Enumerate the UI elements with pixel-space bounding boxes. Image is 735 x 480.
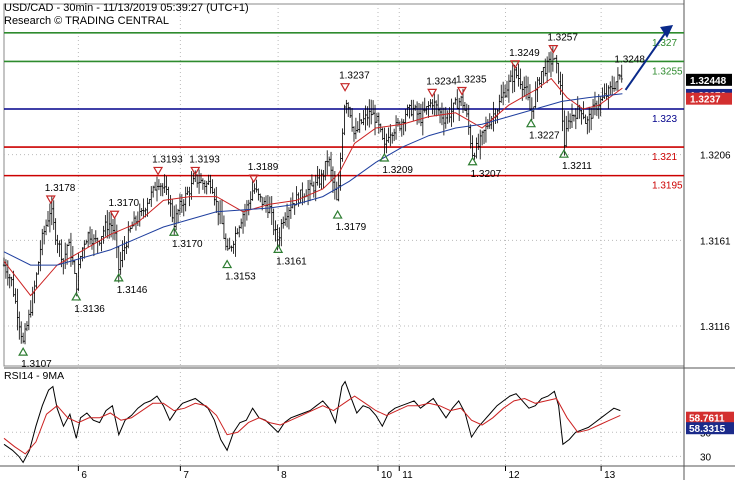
day-label-6: 6 — [81, 470, 87, 480]
price-box-last — [686, 73, 732, 86]
swing-high-label-3: 1.3170 — [109, 198, 140, 209]
level-label-pivot: 1.323 — [652, 114, 677, 125]
swing-low-label-6: 1.3170 — [172, 239, 203, 250]
rsi-value-box-1 — [686, 422, 734, 435]
swing-annotations: 1.3107 1.3178 1.3136 1.3170 1.3146 1.3193 1.31… — [18, 33, 645, 370]
swing-low-label-16: 1.3207 — [471, 169, 502, 180]
down-triangle-marker-7 — [190, 166, 201, 176]
down-triangle-marker-9 — [248, 174, 259, 184]
swing-low-label-18: 1.3227 — [529, 131, 560, 142]
swing-low-label-11: 1.3179 — [336, 222, 367, 233]
up-triangle-marker-11 — [332, 209, 343, 219]
price-box-label-level: 1.3237 — [690, 95, 721, 106]
up-triangle-marker-2 — [71, 291, 82, 301]
swing-high-label-12: 1.3237 — [339, 71, 370, 82]
swing-high-label-19: 1.3257 — [547, 33, 578, 44]
day-label-7: 7 — [183, 470, 189, 480]
up-triangle-marker-4 — [113, 272, 124, 282]
swing-low-label-8: 1.3153 — [225, 272, 256, 283]
level-label-r2: 1.327 — [652, 38, 677, 49]
rsi-line-9ma — [3, 395, 621, 455]
up-triangle-marker-16 — [467, 156, 478, 166]
swing-low-label-2: 1.3136 — [74, 304, 105, 315]
rsi-value-label-1: 58.3315 — [689, 424, 726, 435]
swing-high-label-14: 1.3234 — [426, 76, 457, 87]
rsi-value-box-0 — [686, 411, 734, 424]
price-tick-label-2: 1.3116 — [700, 322, 730, 333]
down-triangle-marker-19 — [548, 44, 559, 54]
level-label-s1: 1.321 — [652, 152, 677, 163]
down-triangle-marker-17 — [510, 60, 521, 70]
swing-low-label-20: 1.3211 — [562, 161, 592, 172]
forecast-arrow-shaft — [624, 28, 669, 91]
axes: 1.3206 1.3161 1.3116 6 7 8 10 11 12 13 — [77, 151, 731, 480]
up-triangle-marker-0 — [18, 346, 29, 356]
day-label-10: 10 — [381, 470, 393, 480]
swing-high-label-5: 1.3193 — [152, 154, 183, 165]
swing-low-label-4: 1.3146 — [117, 285, 148, 296]
day-label-12: 12 — [509, 470, 521, 480]
day-label-8: 8 — [281, 470, 287, 480]
moving-averages — [3, 77, 623, 297]
down-triangle-marker-3 — [109, 210, 120, 220]
down-triangle-marker-15 — [456, 86, 467, 96]
forecast-arrow-head — [660, 25, 674, 39]
swing-high-label-9: 1.3189 — [248, 162, 279, 173]
up-triangle-marker-10 — [273, 244, 284, 253]
level-label-r1: 1.3255 — [652, 66, 683, 77]
forecast-arrow — [624, 25, 674, 91]
swing-low-label-10: 1.3161 — [276, 256, 307, 267]
up-triangle-marker-18 — [525, 118, 537, 128]
price-panel-frame — [3, 3, 685, 367]
down-triangle-marker-12 — [340, 83, 351, 92]
price-levels: 1.327 1.3255 1.323 1.321 1.3195 — [4, 32, 684, 192]
down-triangle-marker-14 — [427, 88, 438, 98]
day-label-11: 11 — [402, 470, 413, 480]
ma-line-slow — [3, 93, 623, 266]
rsi-title: RSI14 - 9MA — [4, 370, 64, 382]
up-triangle-marker-6 — [168, 227, 180, 236]
candles — [2, 46, 623, 345]
swing-high-label-17: 1.3249 — [509, 48, 540, 59]
down-triangle-marker-5 — [153, 166, 164, 176]
chart-title: USD/CAD - 30min - 11/13/2019 05:39:27 (U… — [4, 2, 249, 14]
ma-line-fast — [3, 77, 623, 297]
research-credit: Research © TRADING CENTRAL — [4, 15, 169, 27]
swing-high-label-21: 1.3248 — [614, 55, 645, 66]
price-tick-label-1: 1.3161 — [700, 236, 731, 247]
rsi-value-label-0: 58.7611 — [689, 414, 725, 425]
swing-high-label-1: 1.3178 — [45, 183, 76, 194]
up-triangle-marker-20 — [558, 148, 569, 158]
day-label-13: 13 — [604, 470, 616, 480]
swing-high-label-15: 1.3235 — [456, 74, 487, 85]
rsi-line-rsi14 — [3, 380, 621, 464]
swing-high-label-7: 1.3193 — [189, 154, 220, 165]
down-triangle-marker-1 — [45, 195, 56, 205]
swing-low-label-0: 1.3107 — [21, 359, 52, 370]
up-triangle-marker-8 — [222, 259, 233, 269]
up-triangle-marker-13 — [379, 152, 390, 162]
price-tick-label-0: 1.3206 — [700, 151, 731, 162]
swing-low-label-13: 1.3209 — [382, 165, 413, 176]
price-box-level — [686, 92, 732, 105]
price-box-label-last: 1.32448 — [690, 76, 727, 87]
level-label-s2: 1.3195 — [652, 181, 683, 192]
rsi-tick-label-30: 30 — [700, 452, 712, 463]
